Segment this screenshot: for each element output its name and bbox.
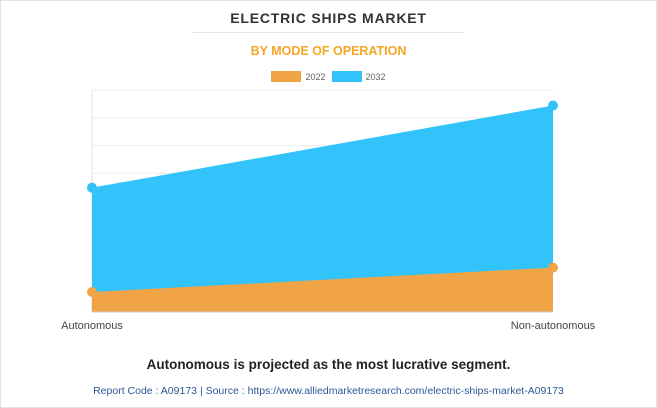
area-series-2032 (92, 105, 553, 312)
source-link[interactable]: Source : https://www.alliedmarketresearc… (205, 385, 564, 397)
report-code: Report Code : A09173 (93, 385, 198, 397)
area-series-2022 (92, 267, 553, 312)
legend-swatch-2032 (331, 71, 362, 82)
source-line: Report Code : A09173 | Source : https://… (0, 385, 657, 397)
point-2032-autonomous (87, 182, 97, 193)
title-divider (193, 32, 463, 33)
chart-title: ELECTRIC SHIPS MARKET (230, 10, 427, 26)
legend-swatch-2022 (271, 71, 302, 82)
chart-subtitle: BY MODE OF OPERATION (250, 44, 407, 58)
point-2022-non-autonomous (548, 262, 558, 273)
legend-label-2022: 2022 (305, 71, 326, 82)
source-separator: | (199, 385, 203, 397)
chart-legend: 2022 2032 (0, 71, 657, 82)
key-finding-text: Autonomous is projected as the most lucr… (146, 357, 511, 372)
legend-label-2032: 2032 (365, 71, 386, 82)
x-tick-label: Non-autonomous (511, 320, 596, 332)
point-2022-autonomous (87, 287, 97, 298)
legend-item-2022[interactable]: 2022 (271, 71, 326, 82)
legend-item-2032[interactable]: 2032 (331, 71, 386, 82)
point-2032-non-autonomous (548, 100, 558, 111)
x-tick-label: Autonomous (61, 320, 123, 332)
